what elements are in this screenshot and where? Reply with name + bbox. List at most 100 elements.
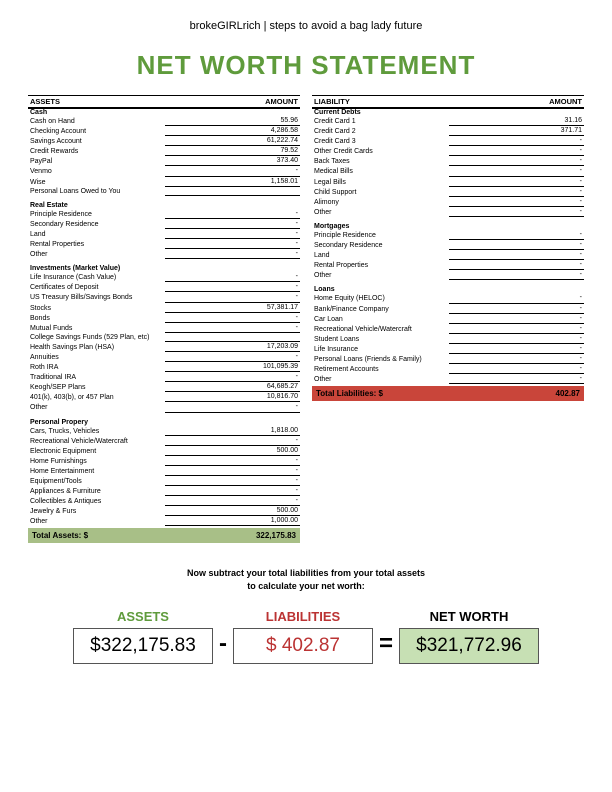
liability-row-value: - <box>449 374 584 384</box>
asset-row-value: 1,818.00 <box>165 426 300 436</box>
liability-row-label: Bank/Finance Company <box>314 305 449 314</box>
liability-row: Other Credit Cards- <box>312 146 584 156</box>
liability-row: Principle Residence- <box>312 230 584 240</box>
asset-row-label: Rental Properties <box>30 240 165 249</box>
asset-row-label: Other <box>30 517 165 526</box>
liability-row-label: Car Loan <box>314 315 449 324</box>
liability-row-label: Home Equity (HELOC) <box>314 294 449 303</box>
asset-section-head: Personal Propery <box>28 419 300 426</box>
asset-row-value: - <box>165 466 300 476</box>
liability-row: Land- <box>312 250 584 260</box>
liability-row-label: Credit Card 2 <box>314 127 449 136</box>
asset-row-value: - <box>165 436 300 446</box>
asset-row: Stocks57,381.17 <box>28 303 300 313</box>
total-assets-value: 322,175.83 <box>256 531 296 540</box>
asset-row-value: 101,095.39 <box>165 362 300 372</box>
asset-row: Health Savings Plan (HSA)17,203.09 <box>28 342 300 352</box>
asset-row-value: - <box>165 352 300 362</box>
asset-row: Home Furnishings- <box>28 456 300 466</box>
asset-row: 401(k), 403(b), or 457 Plan10,816.70 <box>28 392 300 402</box>
calc-networth-value: $321,772.96 <box>399 628 539 664</box>
asset-row: College Savings Funds (529 Plan, etc) <box>28 333 300 342</box>
asset-row-label: Collectibles & Antiques <box>30 497 165 506</box>
asset-row-value: - <box>165 496 300 506</box>
asset-row: Wise1,158.01 <box>28 177 300 187</box>
liability-row-value: - <box>449 334 584 344</box>
asset-row-label: Cash on Hand <box>30 117 165 126</box>
asset-row-value: - <box>165 292 300 302</box>
liability-row: Other- <box>312 374 584 384</box>
minus-operator: - <box>219 630 227 664</box>
liability-row-value: - <box>449 260 584 270</box>
liability-row-value: - <box>449 207 584 217</box>
asset-row: PayPal373.40 <box>28 156 300 166</box>
asset-row: Life Insurance (Cash Value)- <box>28 272 300 282</box>
asset-row-label: Home Furnishings <box>30 457 165 466</box>
liability-row-value: - <box>449 240 584 250</box>
liability-row: Credit Card 3- <box>312 136 584 146</box>
total-liabilities-value: 402.87 <box>556 389 580 398</box>
asset-row-value <box>165 195 300 196</box>
liability-row-label: Other <box>314 208 449 217</box>
asset-row-value: - <box>165 209 300 219</box>
asset-row-value: - <box>165 313 300 323</box>
asset-section-head: Real Estate <box>28 202 300 209</box>
asset-row: Personal Loans Owed to You <box>28 187 300 196</box>
liability-row-label: Alimony <box>314 198 449 207</box>
asset-row-value: 1,158.01 <box>165 177 300 187</box>
liability-row-value: - <box>449 344 584 354</box>
asset-row-label: US Treasury Bills/Savings Bonds <box>30 293 165 302</box>
liability-row-label: Life Insurance <box>314 345 449 354</box>
liabilities-body: Current DebtsCredit Card 131.16Credit Ca… <box>312 108 584 384</box>
statement-columns: ASSETS AMOUNT CashCash on Hand55.96Check… <box>28 95 584 543</box>
calculation-row: ASSETS $322,175.83 - LIABILITIES $ 402.8… <box>28 609 584 664</box>
liability-row-value: - <box>449 324 584 334</box>
asset-row: Keogh/SEP Plans64,685.27 <box>28 382 300 392</box>
asset-row: Cars, Trucks, Vehicles1,818.00 <box>28 426 300 436</box>
liability-row-label: Other <box>314 375 449 384</box>
liability-row-value: - <box>449 354 584 364</box>
asset-row-label: Cars, Trucks, Vehicles <box>30 427 165 436</box>
asset-row-value: 4,286.58 <box>165 126 300 136</box>
liability-row-label: Personal Loans (Friends & Family) <box>314 355 449 364</box>
equals-operator: = <box>379 630 393 664</box>
liability-row: Credit Card 131.16 <box>312 116 584 126</box>
asset-row-label: Certificates of Deposit <box>30 283 165 292</box>
liability-row: Recreational Vehicle/Watercraft- <box>312 324 584 334</box>
asset-row-value: 10,816.70 <box>165 392 300 402</box>
asset-row-label: Venmo <box>30 167 165 176</box>
liability-row-label: Other Credit Cards <box>314 147 449 156</box>
liability-row: Other- <box>312 207 584 217</box>
asset-row-label: Wise <box>30 178 165 187</box>
liability-row-value: - <box>449 146 584 156</box>
asset-row-value: 61,222.74 <box>165 136 300 146</box>
asset-row-label: College Savings Funds (529 Plan, etc) <box>30 333 165 342</box>
asset-row-value: 17,203.09 <box>165 342 300 352</box>
liability-row: Medical Bills- <box>312 166 584 176</box>
liability-row-label: Back Taxes <box>314 157 449 166</box>
asset-row-value: - <box>165 229 300 239</box>
liability-row-value: - <box>449 314 584 324</box>
asset-row-label: Roth IRA <box>30 363 165 372</box>
assets-amount-label: AMOUNT <box>265 97 298 106</box>
liability-row-label: Child Support <box>314 188 449 197</box>
liability-row-value: - <box>449 187 584 197</box>
asset-row-label: Credit Rewards <box>30 147 165 156</box>
asset-row: Collectibles & Antiques- <box>28 496 300 506</box>
liability-row: Secondary Residence- <box>312 240 584 250</box>
asset-row-value: - <box>165 372 300 382</box>
total-liabilities-row: Total Liabilities: $ 402.87 <box>312 386 584 401</box>
asset-row-label: Appliances & Furniture <box>30 487 165 496</box>
liability-row-value: - <box>449 156 584 166</box>
calc-liab-value: $ 402.87 <box>233 628 373 664</box>
asset-row: Equipment/Tools- <box>28 476 300 486</box>
asset-row: Certificates of Deposit- <box>28 282 300 292</box>
liability-row-value: - <box>449 293 584 303</box>
asset-row-label: PayPal <box>30 157 165 166</box>
asset-row-label: Personal Loans Owed to You <box>30 187 165 196</box>
asset-row-label: Secondary Residence <box>30 220 165 229</box>
asset-row-label: Other <box>30 403 165 412</box>
liability-row: Student Loans- <box>312 334 584 344</box>
liability-row-label: Credit Card 3 <box>314 137 449 146</box>
asset-row-value: - <box>165 249 300 259</box>
